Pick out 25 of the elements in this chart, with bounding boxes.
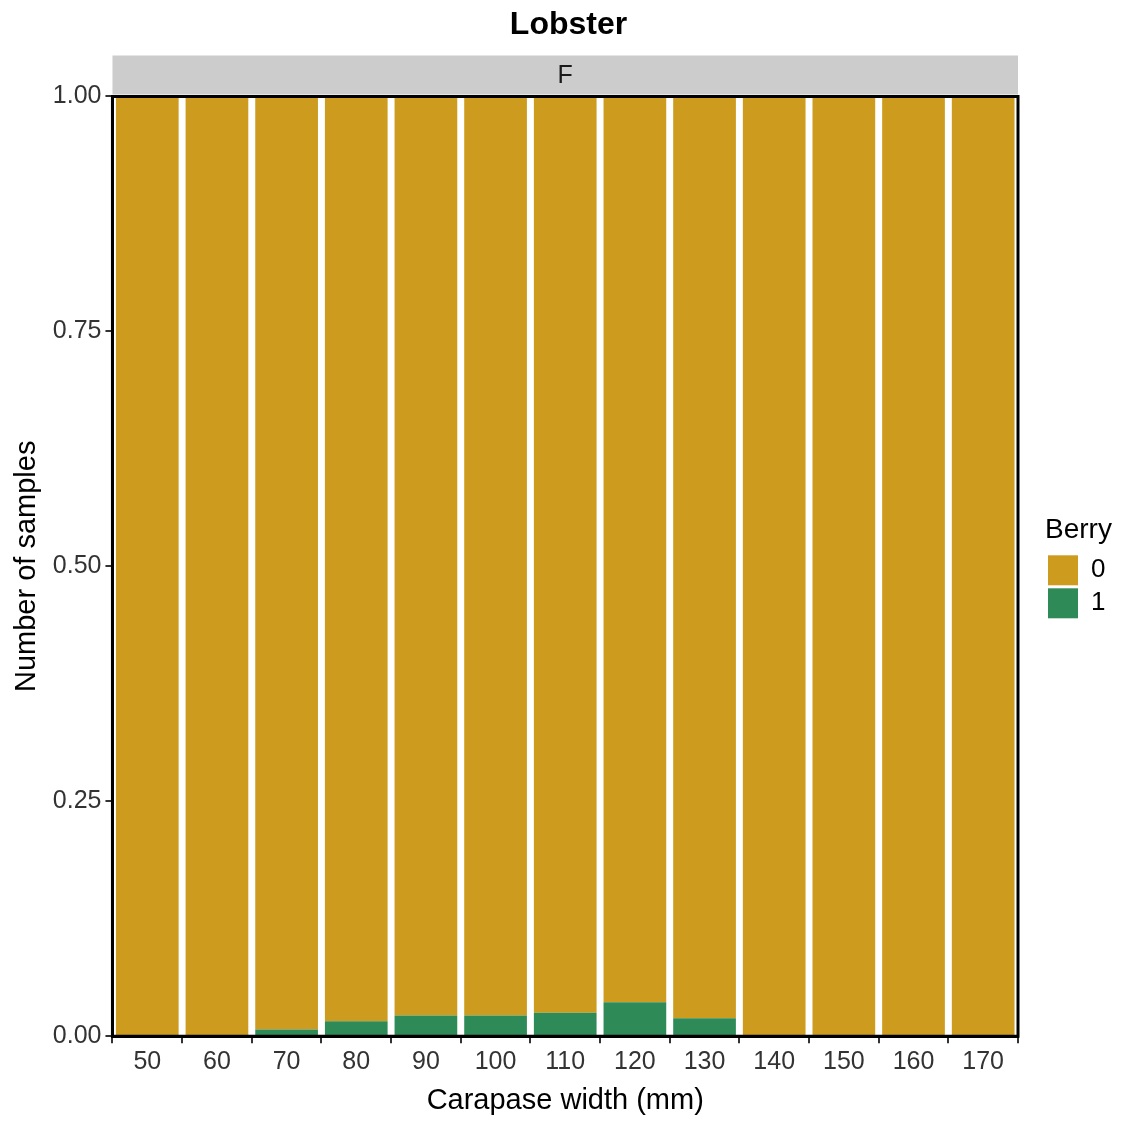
chart-subtitle: F [557,60,573,89]
x-tick-label: 170 [962,1046,1005,1075]
y-tick-label: 0.00 [52,1020,102,1049]
legend-title: Berry [1045,513,1112,545]
x-tick-label: 90 [412,1046,440,1075]
x-tick-label: 160 [892,1046,935,1075]
chart-title: Lobster [509,5,628,42]
x-tick-label: 50 [133,1046,162,1075]
legend-label: 0 [1091,553,1106,584]
y-axis-title: Number of samples [9,440,42,693]
x-tick-label: 120 [614,1046,656,1075]
y-tick-label: 0.75 [52,315,102,344]
x-tick-label: 130 [683,1046,726,1075]
legend-label: 1 [1091,586,1106,617]
y-tick-label: 1.00 [52,80,102,109]
x-tick-label: 150 [823,1046,865,1075]
x-tick-label: 60 [203,1046,231,1075]
x-tick-label: 80 [342,1046,371,1075]
x-tick-label: 140 [753,1046,796,1075]
y-tick-label: 0.25 [52,785,102,814]
x-tick-label: 100 [474,1046,517,1075]
x-tick-label: 70 [272,1046,301,1075]
x-axis-title: Carapase width (mm) [426,1082,704,1115]
x-tick-label: 110 [545,1046,586,1075]
y-tick-label: 0.50 [52,550,102,579]
